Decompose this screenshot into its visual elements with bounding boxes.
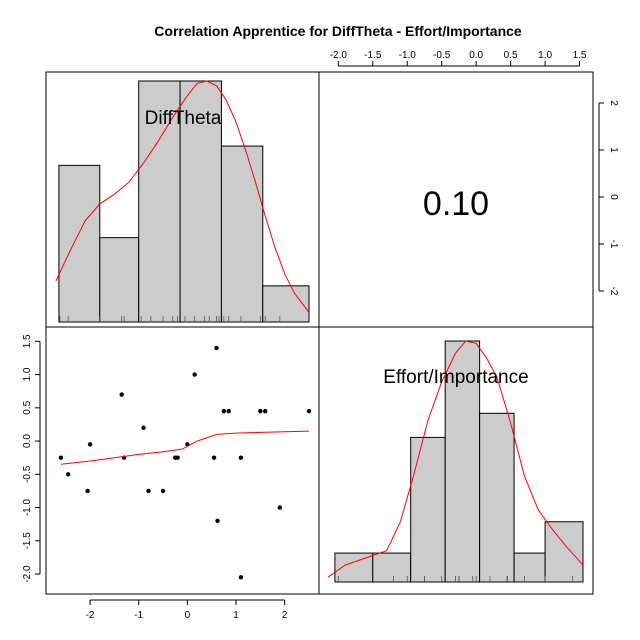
hist-x-bars: [58, 80, 310, 323]
scatter-point: [238, 575, 244, 580]
axis-bottom: -2 -1 0 1 2: [86, 599, 288, 621]
scatter-point: [277, 505, 283, 510]
axis-top-tick-label: -2.0: [330, 50, 348, 61]
axis-right-tick-label: -2: [608, 287, 619, 296]
axis-left-tick-label: -1.0: [22, 498, 33, 516]
axis-top-tick-label: -1.0: [399, 50, 417, 61]
diag-label-diff-theta: DiffTheta: [145, 108, 222, 129]
scatter-points: [58, 345, 312, 580]
scatter-point: [192, 372, 197, 377]
scatter-point: [87, 442, 93, 447]
panel-borders: [45, 71, 594, 595]
scatter-point: [65, 472, 71, 477]
axis-bottom-tick-label: -2: [86, 610, 95, 621]
axis-left-tick-label: -1.5: [22, 532, 33, 550]
axis-bottom-tick-label: 0: [185, 610, 191, 621]
hist-y-bar: [513, 552, 546, 583]
axis-top-tick-label: -1.5: [364, 50, 382, 61]
scatter-point: [214, 345, 219, 351]
axis-right-tick-label: 0: [608, 194, 619, 200]
panel-border-bottom-left: [45, 326, 320, 595]
axis-right-tick-label: 1: [608, 147, 619, 153]
scatter-point: [58, 455, 64, 460]
hist-y-density: [327, 340, 584, 578]
scatter-point: [263, 408, 268, 414]
hist-x-density: [55, 80, 310, 313]
scatter-point: [211, 455, 217, 460]
axis-top-tick-label: 1.5: [573, 50, 587, 61]
axis-left-tick-label: -2.0: [22, 565, 33, 583]
scatter-point: [226, 408, 231, 414]
axis-bottom-tick-label: 2: [282, 610, 288, 621]
hist-x-bar: [262, 285, 310, 323]
scatter-point: [175, 455, 180, 460]
hist-x-bar: [58, 164, 101, 323]
axis-top-tick-label: 1.0: [538, 50, 552, 61]
hist-x-bar: [138, 80, 181, 323]
axis-left-tick-label: 0.5: [22, 400, 33, 414]
axis-top-tick-label: 0.0: [469, 50, 483, 61]
scatter-point: [141, 425, 146, 430]
scatter-point: [119, 392, 124, 397]
axis-bottom-tick-label: 1: [233, 610, 239, 621]
axis-left-tick-label: 1.0: [22, 367, 33, 381]
scatter-point: [306, 408, 312, 414]
scatter-point: [160, 488, 166, 494]
scatter-point: [238, 455, 244, 460]
panel-border-bottom-right: [318, 326, 594, 595]
axis-right: 2 1 0 -1 -2: [598, 100, 619, 296]
scatter-point: [221, 408, 227, 414]
hist-x-bar: [179, 80, 222, 323]
axis-left-tick-label: -0.5: [22, 465, 33, 483]
axis-right-tick-label: -1: [608, 240, 619, 249]
axis-top: -2.0 -1.5 -1.0 -0.5 0.0 0.5 1.0 1.5: [330, 50, 587, 67]
axis-top-tick-label: 0.5: [504, 50, 518, 61]
scatter-point: [146, 488, 151, 494]
hist-y-bar: [372, 552, 412, 583]
axis-left: 1.5 1.0 0.5 0.0 -0.5 -1.0 -1.5 -2.0: [22, 334, 41, 583]
axis-left-tick-label: 0.0: [22, 434, 33, 448]
axis-right-tick-label: 2: [608, 100, 619, 106]
hist-y-rug: [337, 576, 574, 582]
scatter-point: [215, 518, 220, 524]
chart-title: Correlation Apprentice for DiffTheta - E…: [154, 23, 522, 39]
axis-bottom-tick-label: -1: [134, 610, 143, 621]
hist-y-bar: [479, 412, 515, 583]
scatter-smooth-line: [60, 430, 310, 465]
diag-label-effort-importance: Effort/Importance: [383, 367, 528, 388]
scatter-point: [85, 488, 90, 494]
panel-top-right: 0.10: [423, 185, 489, 223]
hist-x-bar: [99, 237, 140, 323]
hist-x-bar: [220, 145, 264, 323]
axis-left-tick-label: 1.5: [22, 334, 33, 348]
correlation-value: 0.10: [423, 185, 489, 223]
hist-y-bar: [544, 521, 584, 583]
axis-top-tick-label: -0.5: [433, 50, 451, 61]
panel-bottom-right: Effort/Importance: [327, 340, 584, 583]
hist-x-rug: [59, 316, 281, 322]
hist-y-bar: [444, 340, 481, 583]
scatter-point: [258, 408, 263, 414]
hist-y-bars: [334, 340, 584, 583]
panel-bottom-left: [58, 345, 312, 580]
panel-top-left: DiffTheta: [55, 80, 310, 323]
hist-y-bar: [410, 436, 446, 583]
